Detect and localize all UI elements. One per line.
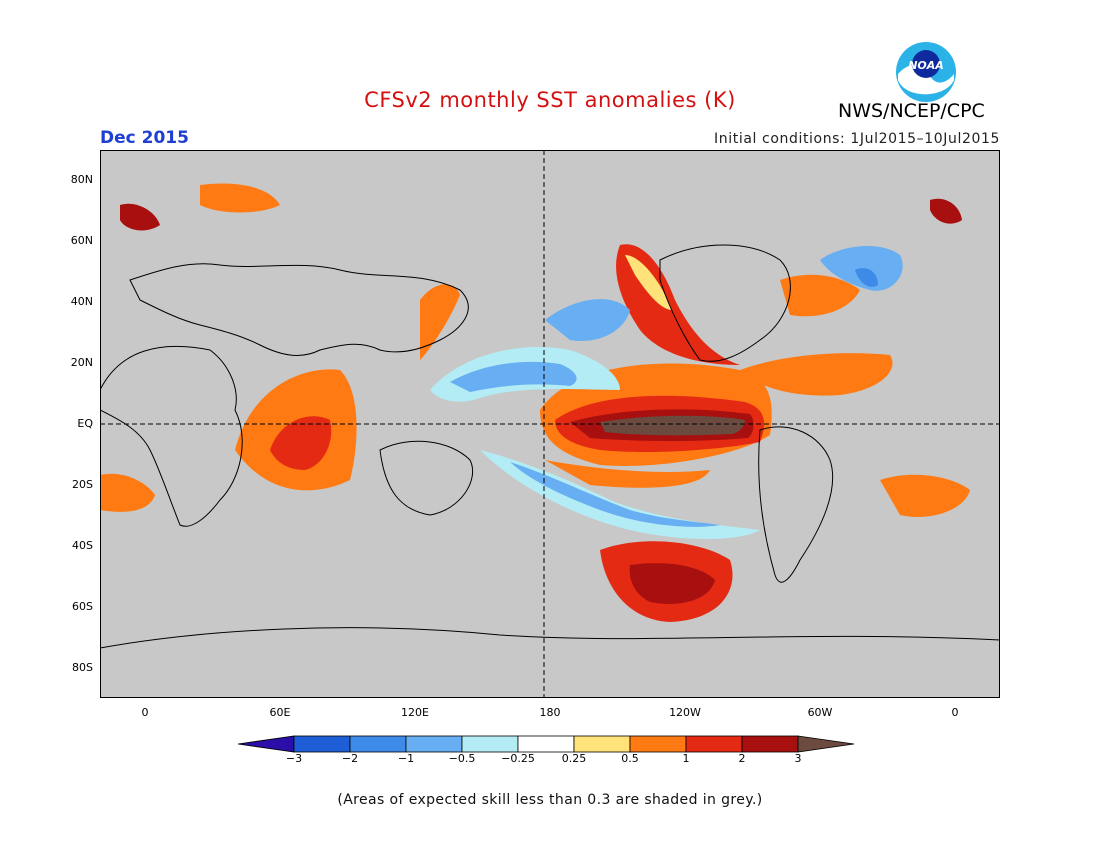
latitude-tick-label: 40N [70, 295, 93, 309]
longitude-tick-label: 0 [951, 706, 959, 719]
warm-anomaly-regions [100, 183, 970, 622]
longitude-tick-label: 180 [539, 706, 561, 719]
colorbar-tick-label: 0.25 [561, 752, 587, 765]
latitude-tick-label: 40S [72, 538, 93, 552]
latitude-tick-label: 80N [70, 173, 93, 187]
colorbar-tick-label: 0.5 [621, 752, 639, 765]
longitude-tick-label: 120W [669, 706, 701, 719]
colorbar-tick-label: 3 [794, 752, 802, 765]
map-title: CFSv2 monthly SST anomalies (K) [364, 88, 736, 112]
initial-conditions: Initial conditions: 1Jul2015–10Jul2015 [714, 131, 1000, 147]
colorbar-segment [405, 735, 463, 753]
colorbar-tick-label: −0.5 [448, 752, 476, 765]
colorbar-segment [685, 735, 743, 753]
svg-text:NOAA: NOAA [908, 59, 944, 72]
skill-note: (Areas of expected skill less than 0.3 a… [337, 792, 763, 808]
colorbar-upper-extension [797, 735, 855, 753]
colorbar-tick-label: −1 [397, 752, 415, 765]
colorbar-tick-label: 1 [682, 752, 690, 765]
latitude-tick-label: 60S [72, 599, 93, 613]
latitude-tick-label: EQ [77, 417, 93, 430]
noaa-logo: NOAA [894, 40, 958, 104]
longitude-tick-label: 120E [401, 706, 429, 719]
colorbar-segment [349, 735, 407, 753]
continent-outlines [100, 244, 1000, 649]
colorbar-segment [629, 735, 687, 753]
colorbar-tick-label: 2 [738, 752, 746, 765]
colorbar-segment [741, 735, 799, 753]
colorbar [238, 735, 855, 753]
latitude-tick-label: 80S [72, 660, 93, 674]
colorbar-segment [461, 735, 519, 753]
longitude-tick-label: 0 [141, 706, 149, 719]
longitude-tick-label: 60W [807, 706, 833, 719]
sst-anomaly-map [100, 150, 1000, 698]
colorbar-tick-label: −2 [341, 752, 359, 765]
longitude-tick-label: 60E [269, 706, 291, 719]
latitude-tick-label: 20N [70, 356, 93, 370]
colorbar-lower-extension [238, 735, 295, 753]
latitude-tick-label: 20S [72, 477, 93, 491]
colorbar-segment [293, 735, 351, 753]
colorbar-segment [573, 735, 631, 753]
cool-anomaly-regions [430, 245, 903, 539]
agency-label: NWS/NCEP/CPC [838, 100, 985, 122]
latitude-tick-label: 60N [70, 234, 93, 248]
colorbar-tick-label: −3 [285, 752, 303, 765]
colorbar-tick-label: −0.25 [501, 752, 535, 765]
forecast-month: Dec 2015 [100, 128, 189, 148]
colorbar-segment [517, 735, 575, 753]
